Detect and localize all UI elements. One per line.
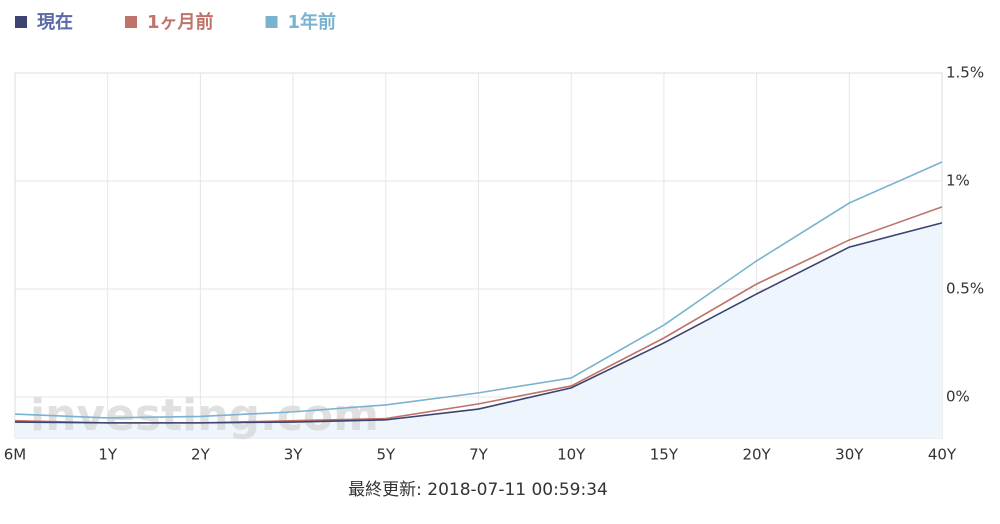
series-line — [14, 161, 943, 419]
y-tick-label: 0% — [946, 387, 970, 405]
y-tick-label: 0.5% — [946, 279, 984, 297]
x-tick-label: 15Y — [650, 446, 679, 464]
x-tick-label: 6M — [4, 446, 27, 464]
x-tick-label: 1Y — [98, 446, 118, 464]
legend-swatch — [125, 16, 137, 28]
legend-label: 現在 — [37, 11, 73, 33]
x-tick-label: 5Y — [376, 446, 396, 464]
x-tick-label: 30Y — [835, 446, 864, 464]
legend: 現在 1ヶ月前 1年前 — [15, 11, 336, 33]
x-tick-label: 3Y — [284, 446, 304, 464]
x-tick-label: 20Y — [742, 446, 771, 464]
y-tick-label: 1.5% — [946, 64, 984, 82]
x-tick-label: 10Y — [557, 446, 586, 464]
legend-label: 1年前 — [288, 11, 337, 33]
x-tick-label: 7Y — [469, 446, 489, 464]
legend-swatch — [15, 16, 27, 28]
x-tick-label: 40Y — [928, 446, 957, 464]
legend-label: 1ヶ月前 — [147, 11, 214, 33]
y-tick-label: 1% — [946, 171, 970, 189]
legend-swatch — [265, 16, 278, 28]
area — [15, 222, 942, 438]
x-tick-label: 2Y — [191, 446, 211, 464]
series-line — [14, 222, 943, 424]
footer: 最終更新: 2018-07-11 00:59:34 — [348, 480, 608, 500]
